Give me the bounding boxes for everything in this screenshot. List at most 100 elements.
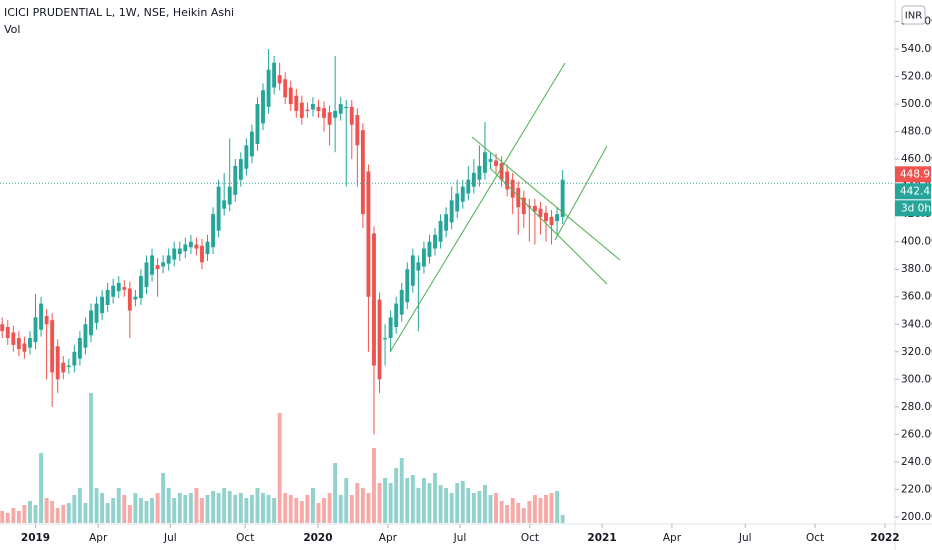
candle-body xyxy=(266,69,271,107)
price-tag-label: 442.45 xyxy=(900,185,932,197)
volume-bar xyxy=(333,463,338,523)
candle-body xyxy=(427,241,432,257)
volume-bar xyxy=(438,485,443,523)
volume-bar xyxy=(55,508,60,523)
volume-bar xyxy=(16,511,21,523)
volume-label: Vol xyxy=(4,23,20,36)
y-tick-label: 480.00 xyxy=(901,126,932,138)
volume-bar xyxy=(322,498,326,523)
volume-bar xyxy=(433,473,437,523)
volume-bar xyxy=(477,491,482,523)
candle-body xyxy=(238,159,243,180)
volume-bar xyxy=(111,498,116,523)
volume-bar xyxy=(66,503,71,523)
volume-bar xyxy=(22,505,27,523)
y-tick-label: 400.00 xyxy=(901,236,932,248)
candle-body xyxy=(205,241,210,255)
candle-body xyxy=(372,233,376,366)
candle-body xyxy=(138,276,143,299)
volume-bar xyxy=(183,495,188,523)
candle-body xyxy=(449,200,454,223)
candle-body xyxy=(211,214,216,248)
candle-body xyxy=(388,317,393,339)
volume-bar xyxy=(288,495,293,523)
candle-body xyxy=(288,87,293,105)
volume-bar xyxy=(555,491,560,523)
candle-body xyxy=(177,248,182,255)
candle-body xyxy=(39,303,44,330)
x-tick-label: Oct xyxy=(806,532,824,544)
volume-bar xyxy=(449,493,454,523)
candle-body xyxy=(488,159,493,162)
x-tick-label: Jul xyxy=(738,532,752,544)
volume-bar xyxy=(410,475,415,523)
candle-body xyxy=(455,193,460,212)
candle-body xyxy=(216,186,221,231)
volume-bar xyxy=(355,483,360,523)
candle-body xyxy=(155,265,160,270)
volume-bar xyxy=(494,493,498,523)
volume-bar xyxy=(72,495,77,523)
volume-bar xyxy=(89,393,93,523)
y-tick-label: 520.00 xyxy=(901,71,932,83)
volume-bar xyxy=(516,503,521,523)
chart-title: ICICI PRUDENTIAL L, 1W, NSE, Heikin Ashi xyxy=(4,6,234,19)
candle-body xyxy=(261,90,265,124)
candle-body xyxy=(11,332,16,345)
candle-body xyxy=(188,241,193,248)
volume-bar xyxy=(471,493,476,523)
candle-body xyxy=(433,234,437,249)
volume-bar xyxy=(138,498,143,523)
y-tick-label: 320.00 xyxy=(901,346,932,358)
y-tick-label: 280.00 xyxy=(901,401,932,413)
trend-line xyxy=(389,62,566,353)
candle-body xyxy=(305,109,310,111)
volume-bar xyxy=(549,493,554,523)
candle-body xyxy=(111,285,116,297)
volume-bar xyxy=(133,493,138,523)
candle-body xyxy=(28,338,32,348)
volume-bar xyxy=(344,478,349,523)
volume-bar xyxy=(505,505,510,523)
volume-bar xyxy=(227,491,232,523)
volume-bar xyxy=(532,495,537,523)
candle-body xyxy=(355,115,360,146)
x-tick-label: Apr xyxy=(663,532,682,544)
candle-body xyxy=(333,110,338,118)
volume-bar xyxy=(211,491,216,523)
candle-body xyxy=(538,208,543,217)
candle-body xyxy=(66,365,71,367)
volume-bar xyxy=(39,453,44,523)
volume-bar xyxy=(527,501,532,523)
candle-body xyxy=(366,171,371,297)
candle-body xyxy=(344,106,349,109)
x-tick-label: Jul xyxy=(163,532,177,544)
currency-badge[interactable] xyxy=(901,5,926,25)
axes: 200.00 220.00 240.00 260.00 280.00 300.00 320.… xyxy=(21,15,932,544)
volume-bar xyxy=(499,501,504,523)
y-tick-label: 200.00 xyxy=(901,511,932,523)
volume-bar xyxy=(394,468,399,523)
volume-bar xyxy=(122,495,127,523)
volume-bar xyxy=(349,495,354,523)
volume-bar xyxy=(455,483,460,523)
volume-bar xyxy=(399,458,404,523)
candle-body xyxy=(166,255,171,264)
candle-body xyxy=(277,75,282,84)
volume-bar xyxy=(188,493,193,523)
candle-body xyxy=(438,221,443,242)
volume-bar xyxy=(427,483,432,523)
candle-body xyxy=(299,102,304,118)
candle-body xyxy=(560,179,565,217)
x-tick-label: Jul xyxy=(453,532,467,544)
volume-bar xyxy=(316,503,321,523)
volume-bar xyxy=(155,493,160,523)
candle-body xyxy=(194,244,199,249)
candle-body xyxy=(44,316,49,325)
volume-bar xyxy=(94,488,99,523)
candle-body xyxy=(200,245,204,263)
volume-bar xyxy=(33,505,38,523)
volume-bar xyxy=(405,478,410,523)
candle-body xyxy=(399,289,404,315)
x-tick-label: 2020 xyxy=(303,532,332,544)
